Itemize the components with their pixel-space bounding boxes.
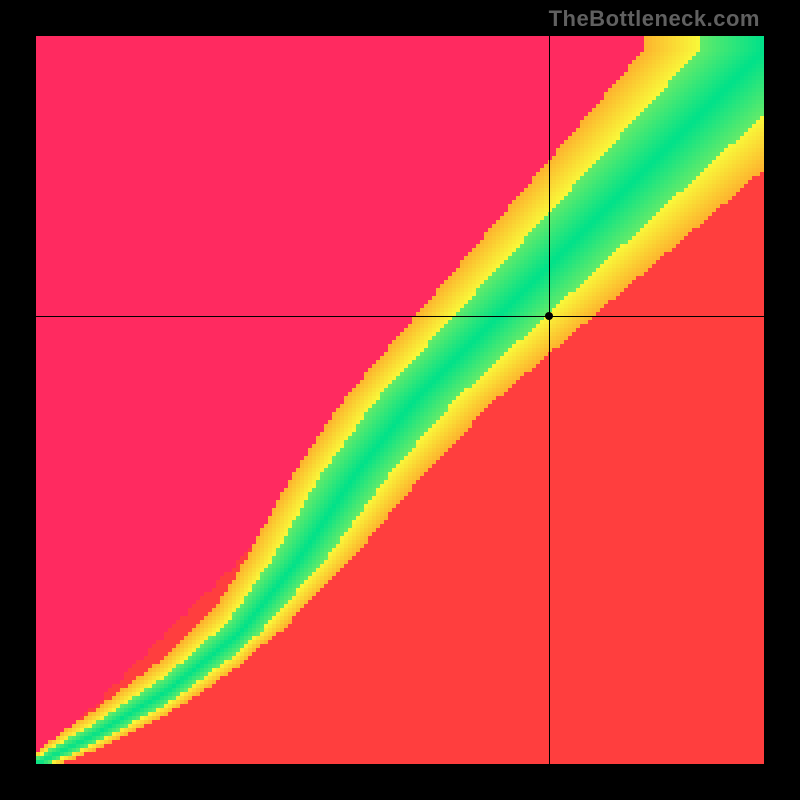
crosshair-vertical [549,36,550,764]
heatmap-canvas [36,36,764,764]
crosshair-horizontal [36,316,764,317]
watermark-text: TheBottleneck.com [549,6,760,32]
heatmap-plot [36,36,764,764]
crosshair-marker [545,312,553,320]
